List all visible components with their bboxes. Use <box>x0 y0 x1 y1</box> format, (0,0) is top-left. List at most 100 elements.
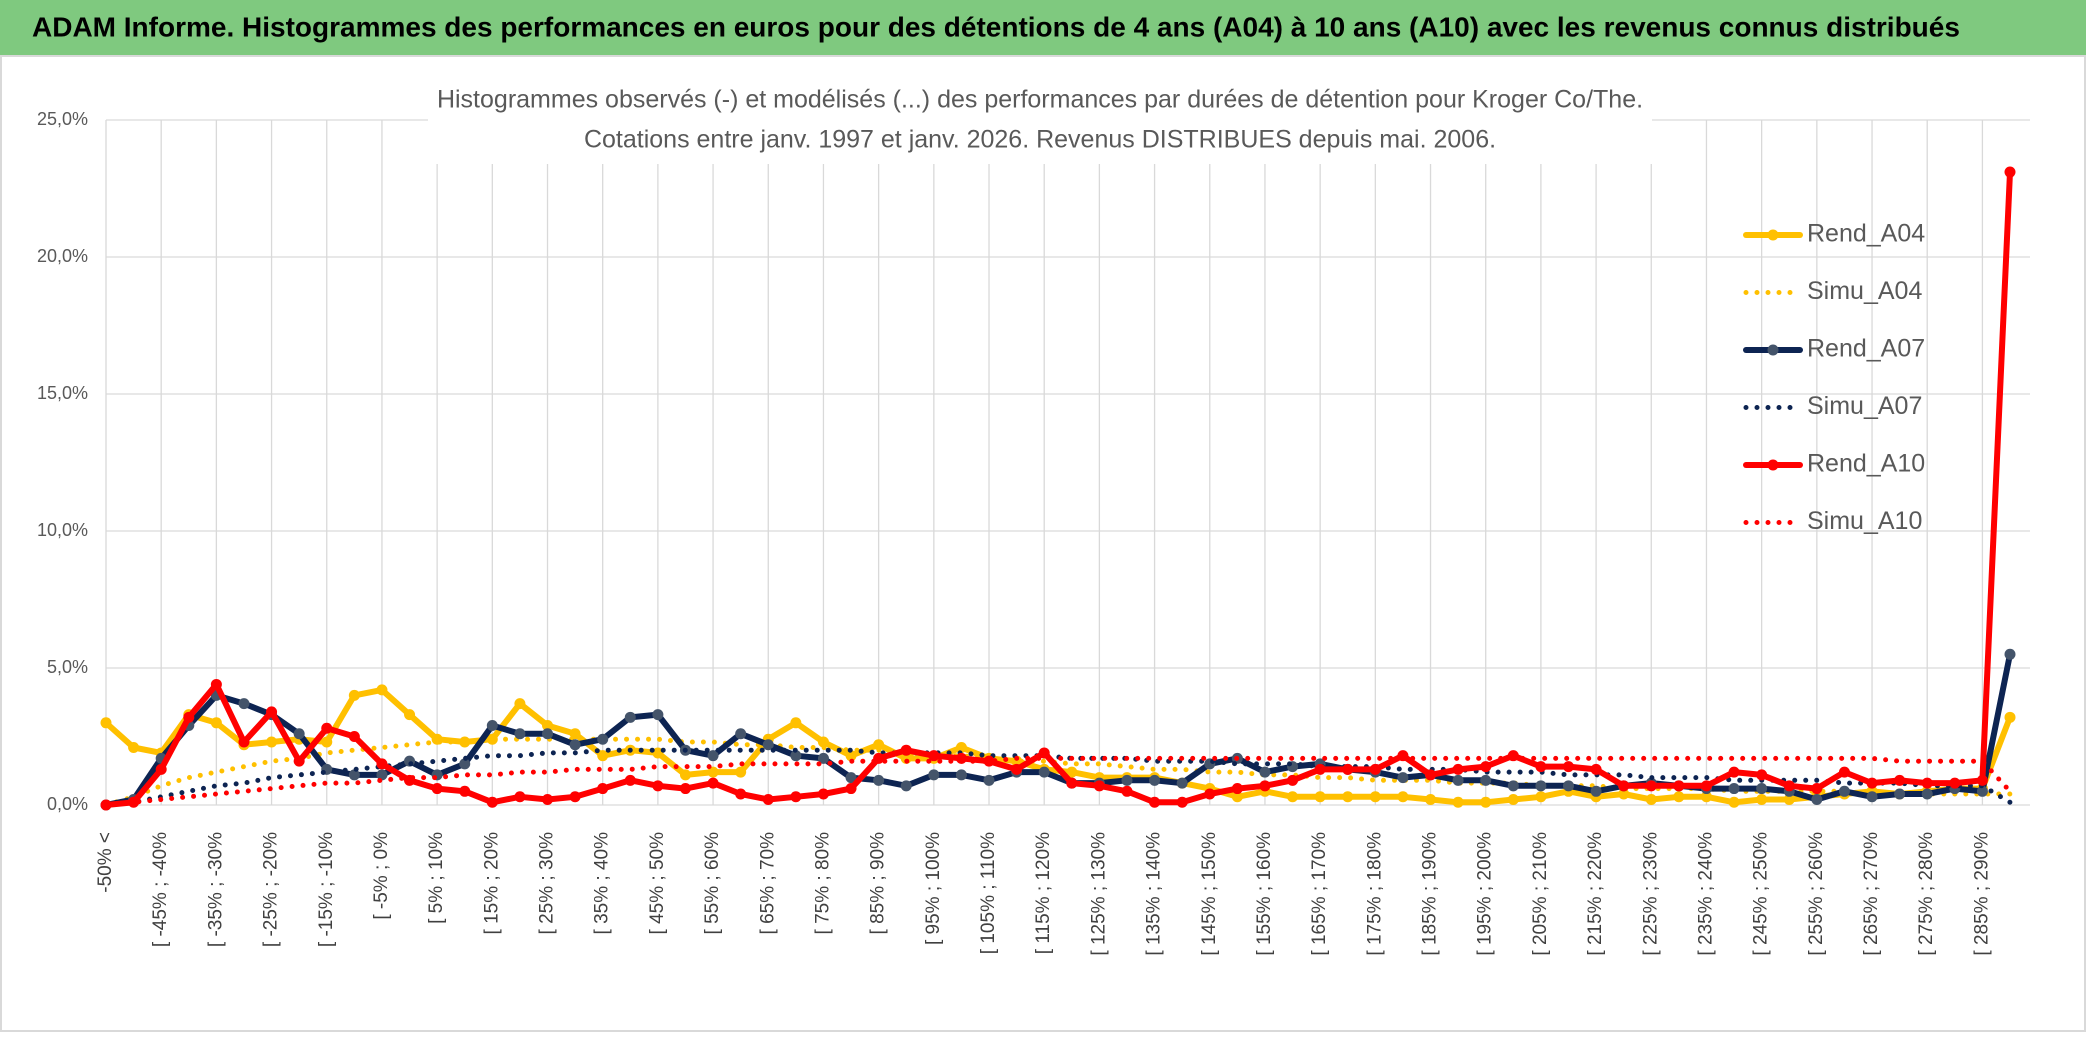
point <box>1204 788 1216 800</box>
y-tick-label: 5,0% <box>47 657 88 677</box>
point <box>1618 788 1630 800</box>
point <box>790 791 802 803</box>
point <box>348 689 360 701</box>
legend-label: Rend_A07 <box>1807 335 1925 363</box>
point <box>569 728 581 740</box>
point <box>1342 791 1354 803</box>
point <box>735 728 747 740</box>
point <box>431 783 443 795</box>
point <box>486 720 498 732</box>
point <box>1149 774 1161 786</box>
point <box>2004 648 2016 660</box>
point <box>1121 774 1133 786</box>
point <box>1590 763 1602 775</box>
point <box>486 796 498 808</box>
model-line <box>103 755 2013 808</box>
point <box>928 769 940 781</box>
point <box>817 736 829 748</box>
point <box>404 709 416 721</box>
x-tick-label: [ 55% ; 60% <box>702 832 723 935</box>
point <box>293 755 305 767</box>
point <box>1921 788 1933 800</box>
x-tick-label: [ 265% ; 270% <box>1861 832 1882 956</box>
x-tick-label: [ 115% ; 120% <box>1033 832 1054 954</box>
point <box>1783 794 1795 806</box>
point <box>1231 791 1243 803</box>
point <box>2004 711 2016 723</box>
x-tick-label: [ 135% ; 140% <box>1144 832 1165 956</box>
point <box>1287 791 1299 803</box>
point <box>1700 791 1712 803</box>
point <box>1452 774 1464 786</box>
chart-subtitle: Histogrammes observés (-) et modélisés (… <box>437 86 1643 114</box>
point <box>624 711 636 723</box>
point <box>1452 763 1464 775</box>
point <box>459 736 471 748</box>
point <box>1342 763 1354 775</box>
point <box>1894 774 1906 786</box>
point <box>1756 769 1768 781</box>
legend-marker <box>1767 459 1779 471</box>
point <box>1480 761 1492 773</box>
x-tick-label: [ 15% ; 20% <box>481 832 502 935</box>
x-tick-label: [ 255% ; 260% <box>1806 832 1827 956</box>
point <box>376 758 388 770</box>
point <box>1673 780 1685 792</box>
chart-subtitle: Cotations entre janv. 1997 et janv. 2026… <box>584 126 1496 154</box>
point <box>900 780 912 792</box>
point <box>1618 780 1630 792</box>
point <box>597 750 609 762</box>
x-tick-label: [ 245% ; 250% <box>1751 832 1772 956</box>
point <box>293 728 305 740</box>
point <box>1976 774 1988 786</box>
point <box>955 741 967 753</box>
point <box>652 709 664 721</box>
x-tick-label: [ 225% ; 230% <box>1640 832 1661 956</box>
point <box>873 739 885 751</box>
point <box>624 774 636 786</box>
point <box>790 750 802 762</box>
x-tick-label: [ 165% ; 170% <box>1309 832 1330 956</box>
x-tick-label: [ 45% ; 50% <box>647 832 668 935</box>
x-tick-label: -50% < <box>95 832 116 893</box>
point <box>679 769 691 781</box>
point <box>1562 780 1574 792</box>
point <box>1011 755 1023 767</box>
point <box>1121 785 1133 797</box>
x-tick-label: [ 25% ; 30% <box>537 832 558 935</box>
point <box>1756 794 1768 806</box>
point <box>900 744 912 756</box>
point <box>817 752 829 764</box>
point <box>1369 763 1381 775</box>
point <box>1314 791 1326 803</box>
point <box>1287 774 1299 786</box>
point <box>542 794 554 806</box>
legend-label: Rend_A10 <box>1807 450 1925 478</box>
observed-line <box>103 169 2013 808</box>
point <box>1066 777 1078 789</box>
x-tick-label: [ 5% ; 10% <box>426 832 447 924</box>
legend-marker <box>1767 344 1779 356</box>
point <box>1149 796 1161 808</box>
point <box>514 791 526 803</box>
point <box>735 766 747 778</box>
x-tick-label: [ -15% ; -10% <box>316 832 337 947</box>
x-tick-label: [ -25% ; -20% <box>261 832 282 947</box>
point <box>1397 791 1409 803</box>
point <box>348 769 360 781</box>
point <box>1176 796 1188 808</box>
point <box>707 777 719 789</box>
point <box>1976 785 1988 797</box>
point <box>762 794 774 806</box>
point <box>1645 794 1657 806</box>
header-bar <box>0 0 2086 56</box>
y-tick-label: 20,0% <box>37 246 88 266</box>
point <box>569 739 581 751</box>
y-tick-label: 10,0% <box>37 520 88 540</box>
x-tick-label: [ 65% ; 70% <box>757 832 778 935</box>
point <box>569 791 581 803</box>
point <box>1590 785 1602 797</box>
